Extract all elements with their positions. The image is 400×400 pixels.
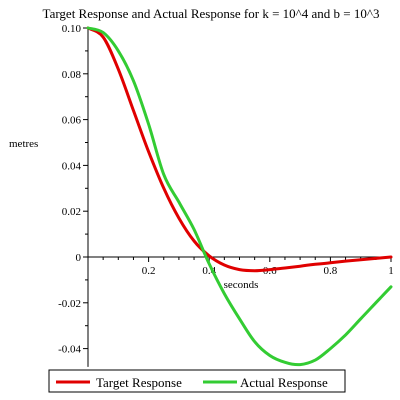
legend-box — [48, 369, 346, 393]
x-tick-label: 0.2 — [142, 265, 156, 277]
chart-title: Target Response and Actual Response for … — [43, 6, 380, 21]
series-layer — [86, 26, 393, 367]
y-tick-label: 0.02 — [62, 206, 81, 218]
y-tick-label: -0.02 — [58, 298, 81, 310]
y-tick-label: 0.08 — [62, 69, 82, 81]
y-axis-label: metres — [9, 138, 38, 150]
series-line-actual-response — [86, 26, 393, 367]
x-tick-label: 0.8 — [324, 265, 338, 277]
y-tick-label: 0.10 — [62, 23, 82, 35]
legend: Target Response Actual Response — [48, 369, 346, 393]
x-axis-label: seconds — [224, 279, 259, 291]
y-tick-label: -0.04 — [58, 344, 81, 356]
y-tick-label: 0.04 — [62, 160, 82, 172]
y-axis: 0.10 0.08 0.06 0.04 0.02 0 -0.02 -0.04 — [58, 23, 89, 367]
x-tick-label: 1 — [388, 265, 394, 277]
y-tick-label: 0 — [76, 252, 82, 264]
legend-label-actual-response: Actual Response — [240, 375, 328, 390]
legend-label-target-response: Target Response — [96, 375, 182, 390]
series-line-target-response — [86, 26, 393, 273]
y-tick-label: 0.06 — [62, 115, 82, 127]
